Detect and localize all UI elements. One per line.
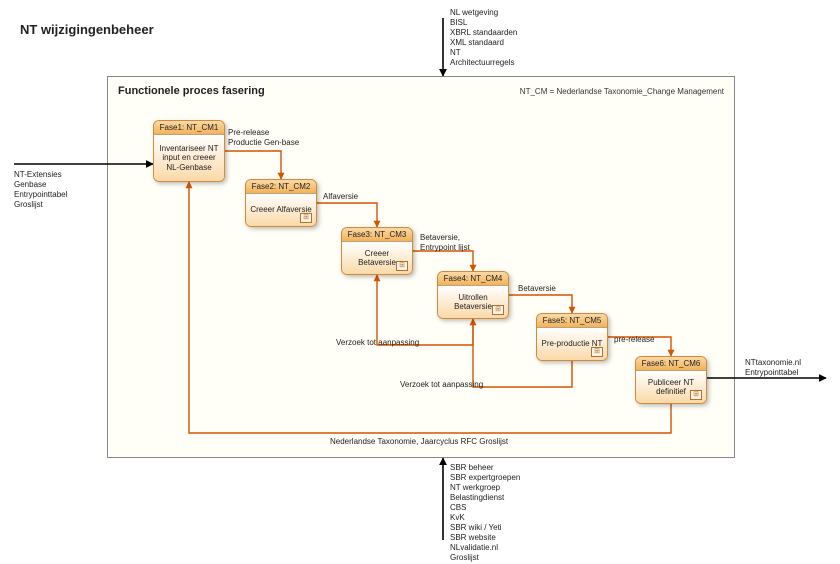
flow-label: Betaversie, Entrypoint lijst: [420, 233, 470, 252]
expand-icon: ⊞: [690, 390, 702, 400]
expand-icon: ⊞: [591, 347, 603, 357]
phase-node-header: Fase3: NT_CM3: [342, 228, 412, 242]
phase-node-body: Creeer Alfaversie⊞: [246, 194, 316, 226]
flow-label: pre-release: [614, 335, 654, 345]
phase-node-header: Fase4: NT_CM4: [438, 272, 508, 286]
phase-node-header: Fase5: NT_CM5: [537, 314, 607, 328]
phase-node-body: Uitrollen Betaversie⊞: [438, 286, 508, 318]
expand-icon: ⊞: [492, 305, 504, 315]
expand-icon: ⊞: [396, 261, 408, 271]
flow-label: Alfaversie: [323, 192, 358, 202]
phase-node-body: Inventariseer NT input en creeer NL-Genb…: [154, 135, 224, 181]
external-label: NTtaxonomie.nl Entrypointtabel: [745, 358, 801, 378]
phase-node-5: Fase5: NT_CM5Pre-productie NT⊞: [536, 313, 608, 361]
flow-label: Nederlandse Taxonomie, Jaarcyclus RFC Gr…: [330, 437, 508, 447]
external-label: NT-Extensies Genbase Entrypointtabel Gro…: [14, 170, 67, 210]
flow-label: Betaversie: [518, 284, 556, 294]
phase-node-header: Fase6: NT_CM6: [636, 357, 706, 371]
phase-node-header: Fase2: NT_CM2: [246, 180, 316, 194]
container-note: NT_CM = Nederlandse Taxonomie_Change Man…: [520, 87, 724, 96]
flow-label: Pre-release Productie Gen-base: [228, 128, 299, 147]
page-title: NT wijzigingenbeheer: [20, 22, 154, 37]
external-label: NL wetgeving BISL XBRL standaarden XML s…: [450, 8, 517, 68]
flow-label: Verzoek tot aanpassing: [400, 380, 483, 390]
phase-node-2: Fase2: NT_CM2Creeer Alfaversie⊞: [245, 179, 317, 227]
phase-node-body: Creeer Betaversie⊞: [342, 242, 412, 274]
phase-node-1: Fase1: NT_CM1Inventariseer NT input en c…: [153, 120, 225, 182]
phase-node-6: Fase6: NT_CM6Publiceer NT definitief⊞: [635, 356, 707, 404]
phase-node-body: Publiceer NT definitief⊞: [636, 371, 706, 403]
phase-node-body: Pre-productie NT⊞: [537, 328, 607, 360]
phase-node-3: Fase3: NT_CM3Creeer Betaversie⊞: [341, 227, 413, 275]
phase-node-4: Fase4: NT_CM4Uitrollen Betaversie⊞: [437, 271, 509, 319]
flow-label: Verzoek tot aanpassing: [336, 338, 419, 348]
external-label: SBR beheer SBR expertgroepen NT werkgroe…: [450, 463, 520, 563]
expand-icon: ⊞: [300, 213, 312, 223]
phase-node-header: Fase1: NT_CM1: [154, 121, 224, 135]
container-title: Functionele proces fasering: [118, 85, 265, 97]
